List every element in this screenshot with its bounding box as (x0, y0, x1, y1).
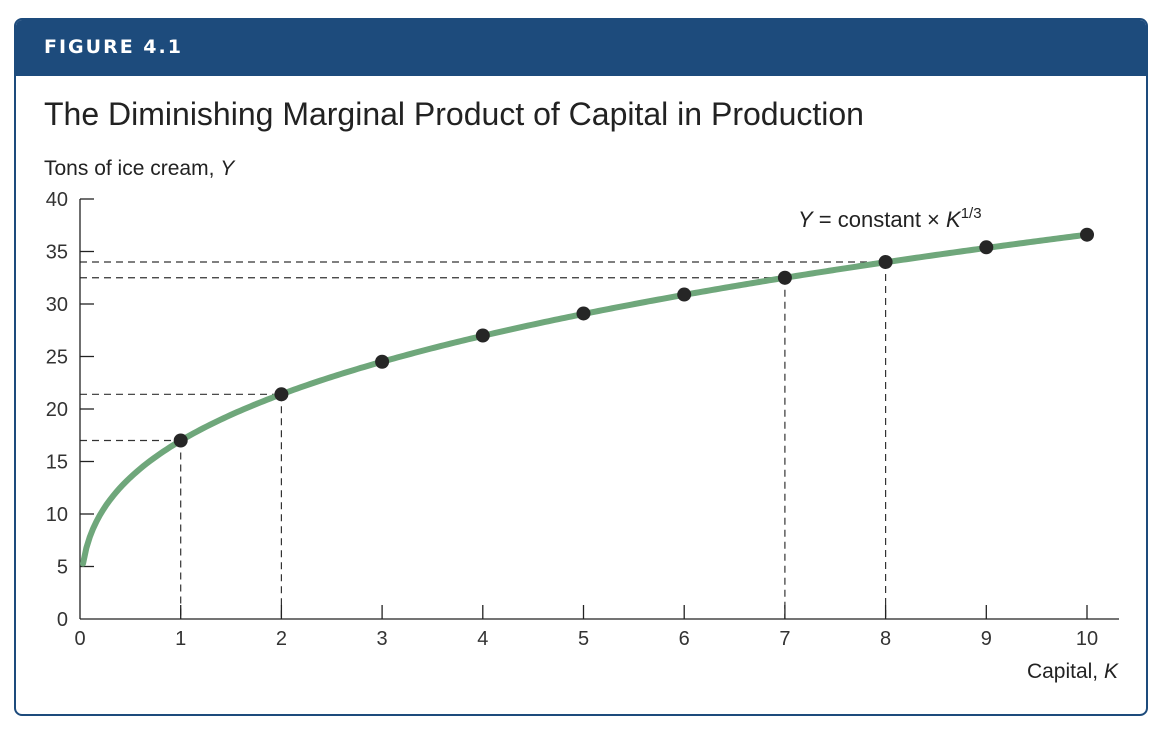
equation-y: Y (798, 207, 814, 232)
data-point (375, 354, 390, 369)
x-tick-label: 7 (779, 628, 790, 650)
y-axis-label-text: Tons of ice cream, (44, 157, 220, 180)
y-tick-label: 35 (46, 242, 68, 264)
x-tick-label: 6 (679, 628, 690, 650)
x-axis-label: Capital, K (1027, 660, 1119, 683)
y-ticks: 0 5 10 15 20 25 30 35 40 (46, 189, 94, 631)
x-ticks: 0 1 2 3 4 5 6 7 8 9 10 (74, 605, 1098, 650)
x-axis-label-var: K (1104, 660, 1119, 683)
x-tick-label: 3 (377, 628, 388, 650)
equation-k: K (946, 207, 962, 232)
data-point (576, 306, 591, 321)
data-point (878, 255, 893, 269)
y-tick-label: 0 (57, 609, 68, 631)
equation-constant: = constant × (813, 207, 946, 232)
data-point (677, 287, 692, 302)
equation-exponent: 1/3 (961, 205, 982, 222)
production-curve (80, 231, 1090, 567)
data-point (475, 328, 490, 343)
y-tick-label: 10 (46, 504, 68, 526)
x-axis-label-text: Capital, (1027, 660, 1104, 683)
guide-lines (80, 261, 887, 619)
figure-label: FIGURE 4.1 (44, 36, 183, 58)
x-tick-label: 9 (981, 628, 992, 650)
data-point (777, 270, 792, 285)
y-tick-label: 20 (46, 399, 68, 421)
chart-title: The Diminishing Marginal Product of Capi… (44, 96, 864, 132)
equation-annotation: Y = constant × K1/3 (798, 205, 982, 232)
x-tick-label: 2 (276, 628, 287, 650)
data-point (979, 240, 994, 255)
y-tick-label: 40 (46, 189, 68, 211)
y-tick-label: 5 (57, 557, 68, 579)
y-axis-label-var: Y (220, 157, 236, 180)
x-tick-label: 0 (74, 628, 85, 650)
y-tick-label: 30 (46, 294, 68, 316)
x-tick-label: 10 (1076, 628, 1098, 650)
x-tick-label: 5 (578, 628, 589, 650)
y-axis-label: Tons of ice cream, Y (44, 157, 236, 180)
y-tick-label: 15 (46, 452, 68, 474)
y-tick-label: 25 (46, 347, 68, 369)
data-point (1080, 227, 1094, 242)
figure-banner: FIGURE 4.1 (16, 20, 1146, 76)
data-point (274, 387, 289, 402)
data-points (173, 227, 1094, 448)
x-tick-label: 8 (880, 628, 891, 650)
x-tick-label: 1 (175, 628, 186, 650)
data-point (173, 433, 188, 448)
figure-panel: FIGURE 4.1 The Diminishing Marginal Prod… (14, 18, 1148, 716)
x-tick-label: 4 (477, 628, 488, 650)
